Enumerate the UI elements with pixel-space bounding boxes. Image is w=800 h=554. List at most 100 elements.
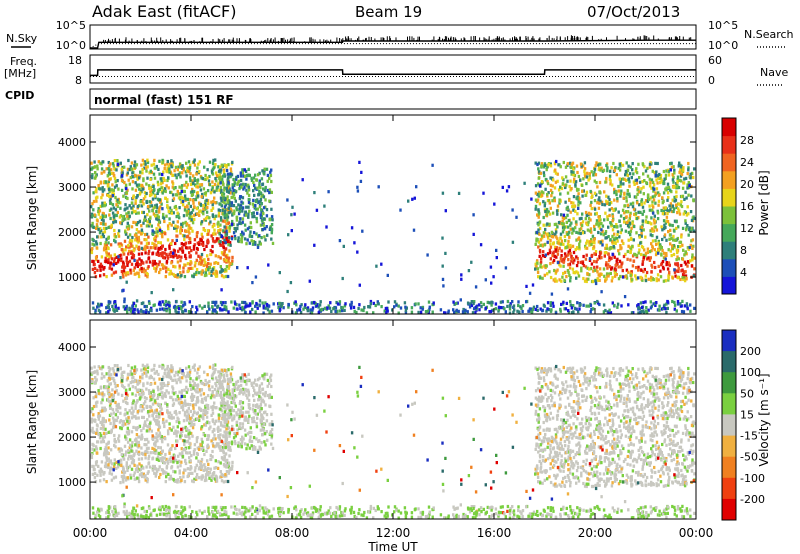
power-cell — [431, 163, 434, 167]
power-cell — [96, 167, 99, 171]
power-cell — [107, 236, 110, 240]
velocity-cell — [127, 454, 131, 458]
power-cell — [270, 179, 273, 184]
power-cell — [607, 235, 610, 239]
power-cell — [668, 204, 671, 208]
power-cell — [133, 258, 136, 262]
power-cell — [548, 233, 551, 237]
power-cell — [97, 207, 100, 211]
power-cell — [482, 191, 485, 195]
power-cell — [226, 183, 229, 187]
power-cell — [172, 197, 176, 201]
power-cell — [211, 268, 214, 272]
power-cell — [575, 187, 579, 191]
power-cell — [214, 272, 217, 276]
power-cell — [553, 279, 557, 283]
power-cell — [219, 190, 223, 194]
power-cell — [657, 249, 660, 253]
power-cell — [161, 158, 164, 162]
power-cell — [132, 175, 135, 179]
power-cell — [684, 219, 687, 223]
power-cell — [535, 230, 538, 234]
velocity-cell — [204, 382, 207, 386]
power-cell — [226, 253, 229, 257]
power-cell — [536, 261, 539, 265]
power-cell — [661, 196, 664, 200]
power-cell — [185, 161, 188, 165]
power-cell — [254, 304, 257, 308]
power-cell — [130, 211, 134, 215]
power-cell — [175, 299, 178, 304]
power-cell — [658, 308, 661, 312]
power-cell — [575, 276, 578, 280]
power-cell — [441, 236, 444, 240]
power-cell — [172, 305, 176, 309]
power-cell — [225, 229, 228, 233]
power-cell — [657, 251, 660, 255]
noise-panel: 10^5 10^0 10^5 10^0 — [56, 19, 738, 52]
power-cell — [587, 178, 590, 182]
velocity-cell — [153, 464, 156, 469]
power-cell — [549, 257, 552, 261]
power-cell — [664, 307, 667, 311]
power-cell — [596, 299, 599, 304]
velocity-cell — [166, 367, 169, 371]
power-cell — [681, 257, 685, 261]
power-cell — [175, 238, 178, 242]
power-cell — [108, 190, 111, 194]
power-cell — [559, 309, 562, 313]
power-colorbar-tick: 8 — [740, 244, 747, 257]
power-cell — [179, 271, 182, 275]
power-cell — [570, 306, 574, 310]
power-cell — [188, 166, 192, 170]
power-cell — [137, 174, 140, 178]
velocity-cell — [151, 414, 154, 418]
power-cell — [206, 168, 209, 172]
power-cell — [549, 250, 552, 255]
power-cell — [589, 227, 593, 231]
velocity-cell — [100, 372, 104, 376]
velocity-cell — [197, 447, 201, 451]
velocity-cell — [166, 383, 169, 388]
power-cell — [609, 271, 612, 276]
power-cell — [224, 268, 227, 272]
power-cell — [177, 173, 180, 177]
power-cell — [269, 173, 273, 178]
power-cell — [124, 207, 127, 211]
power-cell — [145, 166, 148, 170]
power-cell — [609, 221, 612, 225]
power-cell — [244, 182, 247, 187]
power-cell — [444, 209, 447, 213]
power-cell — [588, 176, 592, 180]
power-cell — [629, 211, 632, 215]
power-cell — [684, 250, 687, 254]
power-cell — [577, 274, 581, 278]
velocity-cell — [219, 448, 222, 452]
power-cell — [233, 300, 237, 304]
power-cell — [685, 196, 688, 200]
velocity-cell — [136, 469, 139, 473]
power-cell — [258, 205, 262, 209]
power-cell — [599, 252, 602, 256]
power-cell — [177, 192, 181, 196]
power-cell — [209, 248, 212, 253]
power-cell — [227, 211, 231, 215]
power-cell — [607, 259, 611, 263]
velocity-cell — [196, 446, 199, 450]
power-cell — [150, 193, 153, 197]
power-cell — [662, 206, 665, 210]
power-cell — [233, 209, 236, 213]
power-cell — [93, 160, 96, 164]
power-cell — [138, 219, 142, 223]
power-cell — [492, 275, 495, 279]
velocity-cell — [119, 366, 122, 370]
power-cell — [424, 310, 428, 314]
power-cell — [652, 183, 656, 187]
power-cell — [368, 305, 372, 309]
power-cell — [219, 169, 222, 173]
power-cell — [176, 260, 180, 264]
power-cell — [178, 185, 181, 189]
velocity-cell — [147, 457, 150, 461]
power-cell — [138, 174, 142, 178]
power-cell — [224, 226, 227, 230]
